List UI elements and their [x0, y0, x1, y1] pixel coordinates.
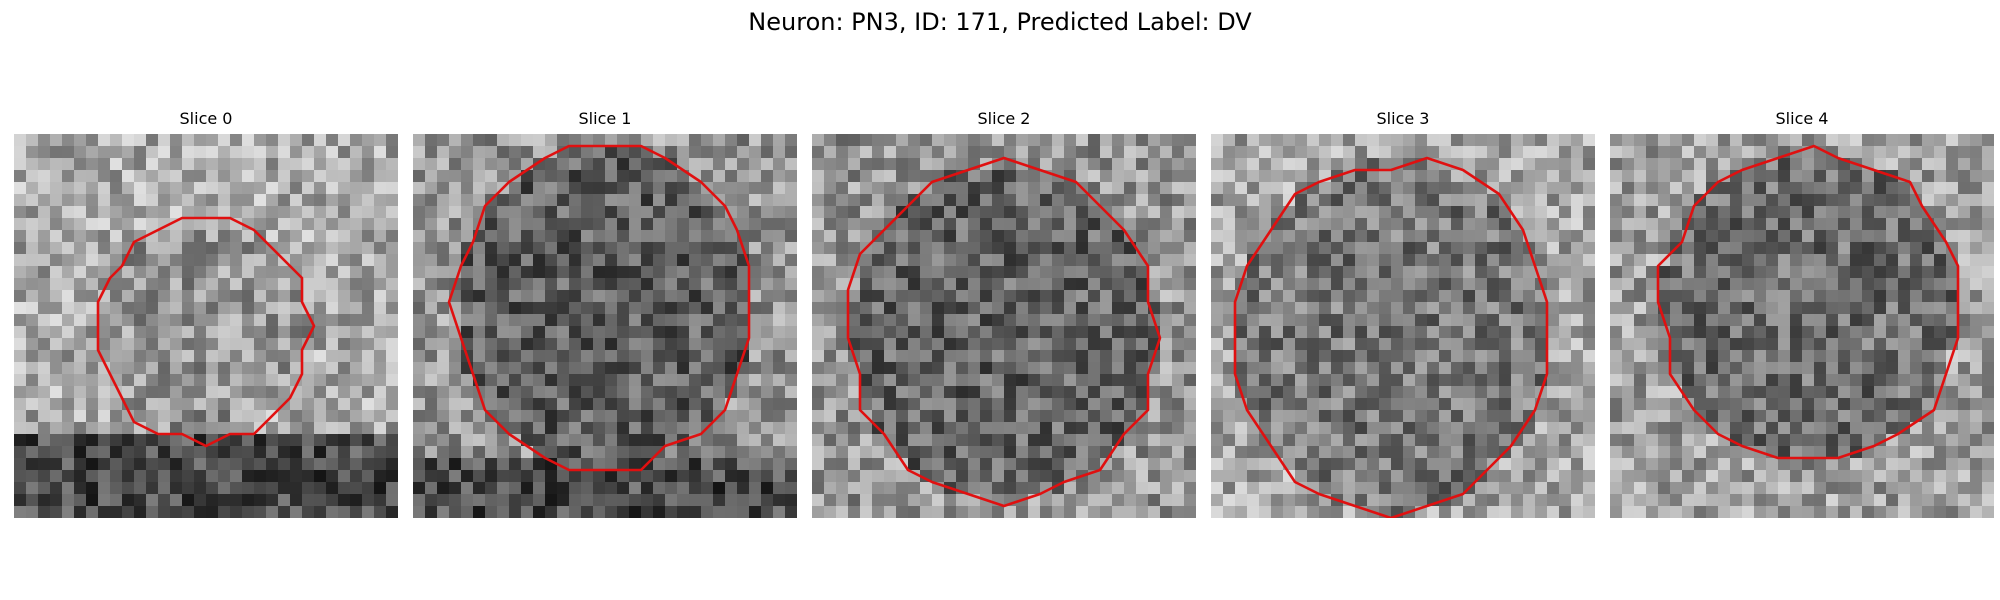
slice-image-svg [14, 134, 398, 518]
microscopy-image [413, 134, 797, 518]
slice-image-svg [413, 134, 797, 518]
microscopy-image [1211, 134, 1595, 518]
contour-outline [846, 156, 1162, 508]
contour-outline [1233, 156, 1549, 518]
pixel-grid [1211, 134, 1595, 518]
pixel-grid [413, 134, 797, 518]
pixel-grid [812, 134, 1196, 518]
contour-outline [96, 216, 316, 448]
slice-title: Slice 3 [1376, 109, 1430, 128]
slice-title: Slice 1 [578, 109, 632, 128]
slice-image-svg [1211, 134, 1595, 518]
slice-image-svg [1610, 134, 1994, 518]
figure-title: Neuron: PN3, ID: 171, Predicted Label: D… [748, 8, 1252, 36]
contour-outline [1656, 144, 1960, 460]
microscopy-image [1610, 134, 1994, 518]
slice-title: Slice 4 [1775, 109, 1829, 128]
microscopy-image [14, 134, 398, 518]
pixel-grid [1610, 134, 1994, 518]
contour-outline [447, 144, 751, 472]
slice-title: Slice 0 [179, 109, 233, 128]
pixel-grid [14, 134, 398, 518]
slice-title: Slice 2 [977, 109, 1031, 128]
slice-image-svg [812, 134, 1196, 518]
microscopy-image [812, 134, 1196, 518]
